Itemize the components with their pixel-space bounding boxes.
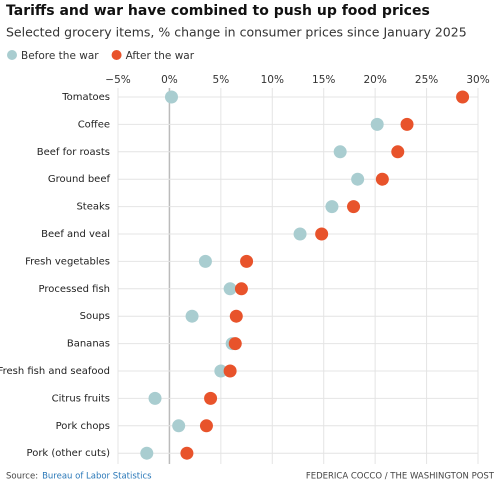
source-label: Source: [6,472,38,482]
dot [172,419,186,433]
dot [223,282,237,296]
dot [370,117,384,131]
dot [180,446,194,460]
dot [456,90,470,104]
category-label: Pork chops [56,421,110,432]
category-label: Soups [80,311,110,322]
dot [199,419,213,433]
dot [234,282,248,296]
category-label: Pork (other cuts) [27,448,111,459]
category-label: Beef for roasts [37,147,110,158]
x-tick-label: 25% [415,74,438,86]
category-label: Bananas [67,339,110,350]
x-tick-label: −5% [105,74,130,86]
x-tick-label: 30% [466,74,489,86]
legend-label: Before the war [21,50,99,62]
legend-label: After the war [126,50,195,62]
category-label: Beef and veal [41,229,110,240]
category-label: Citrus fruits [52,393,110,404]
dot [229,309,243,323]
legend-marker [111,50,122,60]
dot [375,172,389,186]
credit: FEDERICA COCCO / THE WASHINGTON POST [306,472,495,482]
x-tick-label: 0% [161,74,178,86]
category-label: Ground beef [48,174,111,185]
dot [164,90,178,104]
dot [240,254,254,268]
x-tick-label: 5% [213,74,230,86]
category-label: Processed fish [39,284,110,295]
chart-title: Tariffs and war have combined to push up… [6,3,430,19]
x-tick-label: 20% [363,74,386,86]
dot [228,337,242,351]
chart-subtitle: Selected grocery items, % change in cons… [6,25,467,40]
category-label: Fresh vegetables [25,256,110,267]
category-label: Tomatoes [61,92,110,103]
dot [333,145,347,159]
dot [315,227,329,241]
dot [185,309,199,323]
x-tick-label: 10% [261,74,284,86]
dot [391,145,405,159]
dot [347,200,361,214]
category-label: Steaks [76,202,110,213]
source-link[interactable]: Bureau of Labor Statistics [42,472,152,482]
dot [351,172,365,186]
category-label: Coffee [78,119,110,130]
dot [140,446,154,460]
dot [223,364,237,378]
dot [400,117,414,131]
dot [293,227,307,241]
category-label: Fresh fish and seafood [0,366,110,377]
x-tick-label: 15% [312,74,335,86]
dot [325,200,339,214]
dot [198,254,212,268]
legend-marker [7,50,17,60]
dot [204,391,218,405]
dot [214,364,228,378]
dot [148,391,162,405]
